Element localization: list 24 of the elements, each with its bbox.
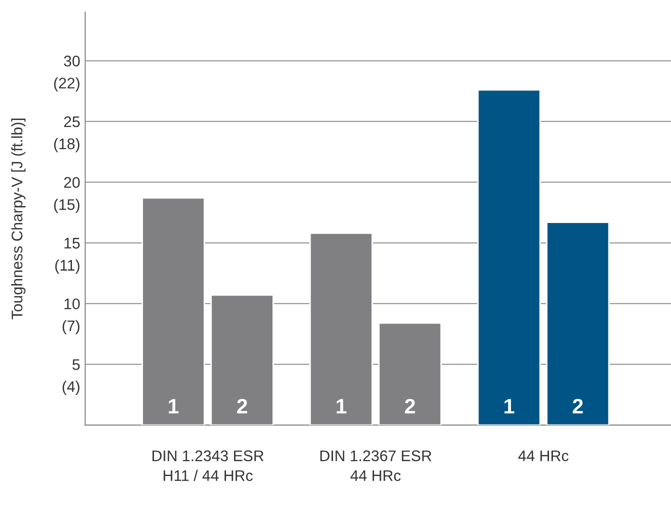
y2-axis-title: Toughness Charpy-V [J (ft.lb)] (11, 118, 26, 320)
y-tick-label: 5 (72, 359, 80, 370)
bar (477, 89, 541, 426)
series-label: 2 (237, 398, 248, 414)
y2-tick-label: (11) (55, 259, 80, 274)
x-tick-label: DIN 1.2343 ESR H11 / 44 HRc (152, 450, 264, 482)
x-tick-label: DIN 1.2367 ESR 44 HRc (320, 450, 432, 482)
series-label: 1 (168, 399, 179, 414)
text: 1 (504, 399, 514, 414)
y-tick-label: 30 (64, 56, 80, 66)
text: 2 (404, 398, 415, 414)
bar (546, 222, 610, 426)
x-tick-label: 44 HRc (518, 450, 569, 462)
y2-tick-label: (22) (54, 77, 80, 92)
y2-tick-label: (18) (54, 138, 80, 152)
y2-tick-label: (4) (62, 380, 80, 396)
y-tick-label: 25 (64, 116, 80, 128)
text: 1 (336, 399, 346, 414)
y2-tick-label: (7) (62, 320, 80, 334)
y-tick-label: 15 (64, 238, 80, 249)
y-tick-label: 20 (64, 177, 80, 188)
text: 2 (572, 398, 583, 414)
y2-tick-label: (15) (54, 198, 80, 213)
y-tick-label: 10 (64, 298, 80, 310)
